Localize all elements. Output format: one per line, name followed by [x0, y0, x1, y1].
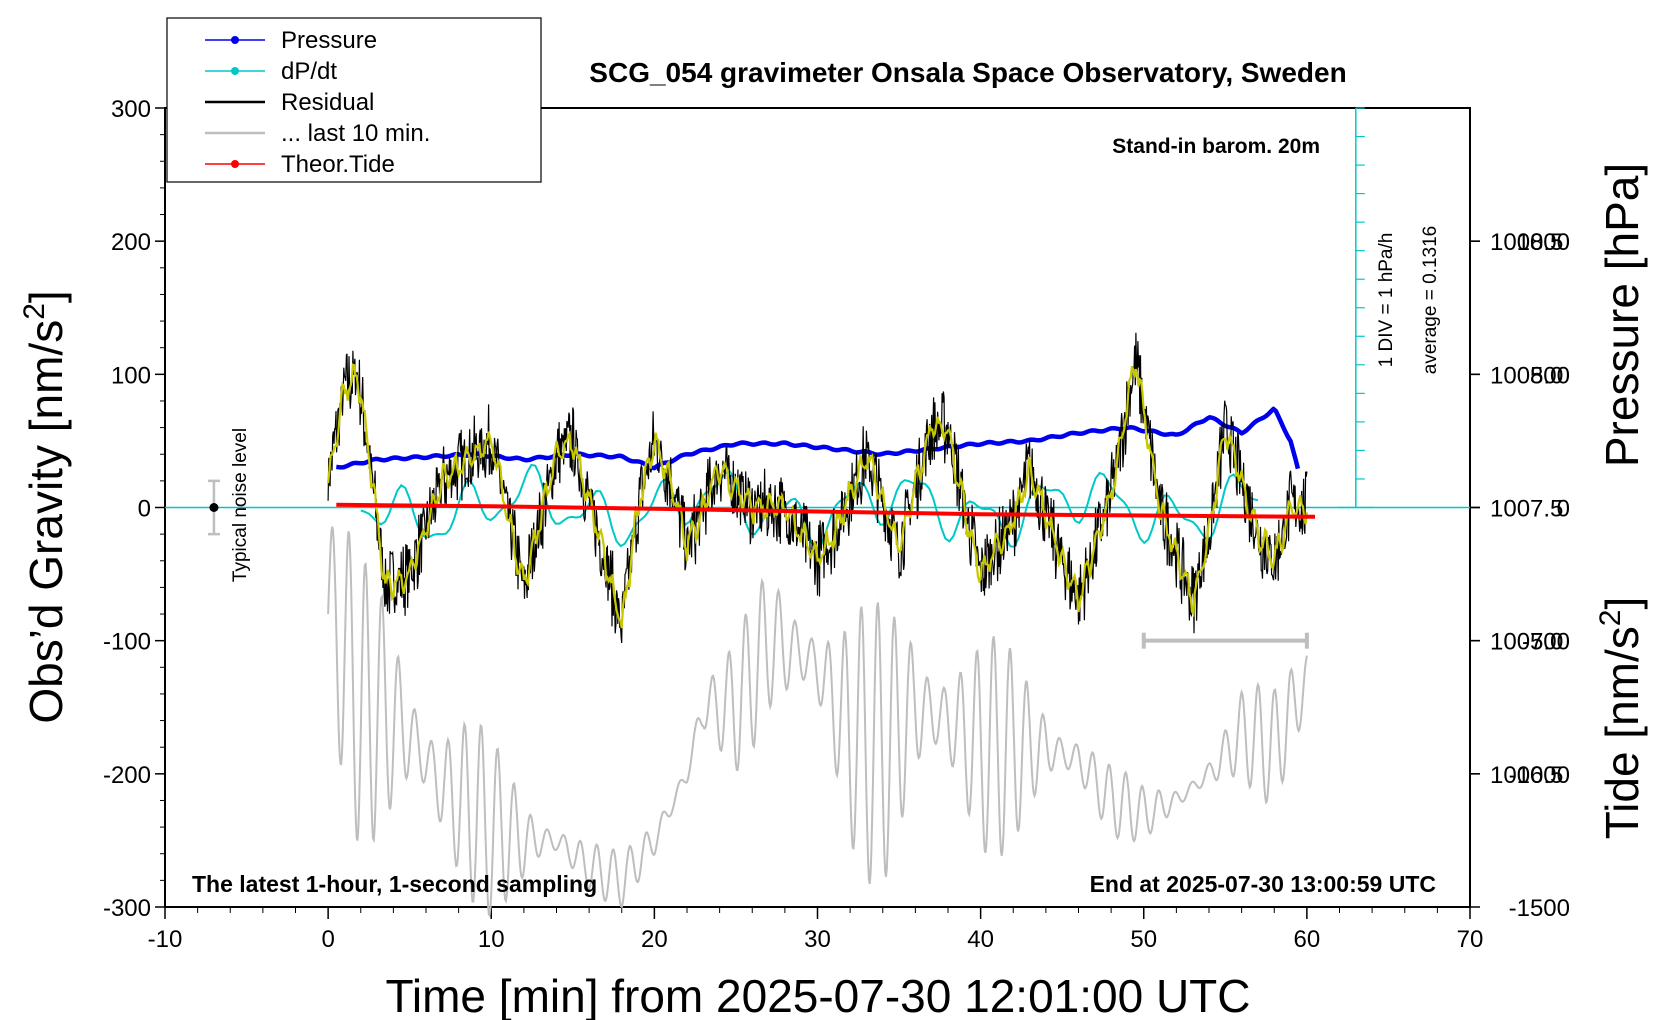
pressure-axis: 1008.5 1008.0 1007.5 1007.0 1006.5: [1470, 229, 1563, 789]
theoretical-tide-line: [336, 502, 1316, 519]
pressure-tick-label: 1008.5: [1490, 229, 1563, 256]
pressure-axis-title: Pressure [hPa]: [1596, 163, 1648, 467]
y-axis-left: 300 200 100 0 -100 -200 -300: [103, 96, 165, 922]
tide-tick-label: -500: [1522, 629, 1570, 656]
dpdt-average-label: average = 0.1316: [1420, 226, 1441, 374]
legend-label: ... last 10 min.: [281, 120, 430, 147]
y-axis-left-title-close: ]: [20, 290, 72, 303]
y-axis-left-title-main: Obs’d Gravity [nm/s: [20, 320, 72, 724]
tide-axis: 1000 500 0 -500 -1000 -1500: [1470, 229, 1570, 922]
tide-axis-title-sup: 2: [1594, 610, 1627, 627]
pressure-tick-label: 1007.5: [1490, 496, 1563, 523]
legend-label: dP/dt: [281, 58, 337, 85]
last-10min-line: [327, 526, 1308, 918]
x-tick-label: -10: [148, 926, 183, 953]
x-tick-label: 70: [1457, 926, 1484, 953]
y-axis-left-title-sup: 2: [18, 303, 51, 320]
x-axis: -10 0 10 20 30 40 50 60 70: [148, 907, 1484, 953]
x-axis-title: Time [min] from 2025-07-30 12:01:00 UTC: [386, 970, 1251, 1020]
chart-title: SCG_054 gravimeter Onsala Space Observat…: [589, 57, 1346, 88]
legend-marker: [231, 36, 239, 44]
legend-label: Theor.Tide: [281, 151, 395, 178]
x-tick-label: 0: [321, 926, 334, 953]
y-tick-label: 300: [111, 96, 151, 123]
y-axis-left-title: Obs’d Gravity [nm/s2]: [18, 290, 72, 723]
x-tick-label: 20: [641, 926, 668, 953]
smoothed-residual-line: [327, 363, 1308, 629]
tide-axis-title-main: Tide [nm/s: [1596, 626, 1648, 839]
pressure-tick-label: 1007.0: [1490, 629, 1563, 656]
y-tick-label: 200: [111, 229, 151, 256]
legend: Pressure dP/dt Residual ... last 10 min. The…: [166, 17, 542, 183]
tide-axis-title-close: ]: [1596, 597, 1648, 610]
x-tick-label: 30: [804, 926, 831, 953]
legend-marker: [231, 160, 239, 168]
tide-tick-label: 500: [1530, 362, 1570, 389]
series-layer: [165, 107, 1470, 918]
legend-marker: [231, 67, 239, 75]
x-tick-label: 40: [967, 926, 994, 953]
tide-tick-label: -1500: [1509, 895, 1570, 922]
y-tick-label: 100: [111, 362, 151, 389]
pressure-tick-label: 1008.0: [1490, 362, 1563, 389]
dpdt-scale-label: 1 DIV = 1 hPa/h: [1376, 233, 1397, 368]
legend-box: [166, 17, 542, 183]
pressure-tick-label: 1006.5: [1490, 762, 1563, 789]
y-tick-label: -100: [103, 629, 151, 656]
x-tick-label: 60: [1294, 926, 1321, 953]
barometer-note: Stand-in barom. 20m: [1112, 135, 1320, 158]
y-tick-label: 0: [138, 496, 151, 523]
legend-label: Residual: [281, 89, 374, 116]
x-tick-label: 10: [478, 926, 505, 953]
y-tick-label: -300: [103, 895, 151, 922]
tide-tick-label: 0: [1557, 496, 1570, 523]
x-tick-label: 50: [1130, 926, 1157, 953]
tide-tick-label: -1000: [1509, 762, 1570, 789]
sampling-note: The latest 1-hour, 1-second sampling: [192, 871, 597, 897]
legend-label: Pressure: [281, 27, 377, 54]
legend-items: Pressure dP/dt Residual ... last 10 min. The…: [205, 27, 430, 178]
noise-level-dot: [209, 503, 219, 512]
y-tick-label: -200: [103, 762, 151, 789]
end-time-note: End at 2025-07-30 13:00:59 UTC: [1090, 871, 1436, 897]
tide-axis-title: Tide [nm/s2]: [1594, 597, 1648, 840]
noise-level-label: Typical noise level: [230, 428, 251, 582]
tide-tick-label: 1000: [1517, 229, 1570, 256]
